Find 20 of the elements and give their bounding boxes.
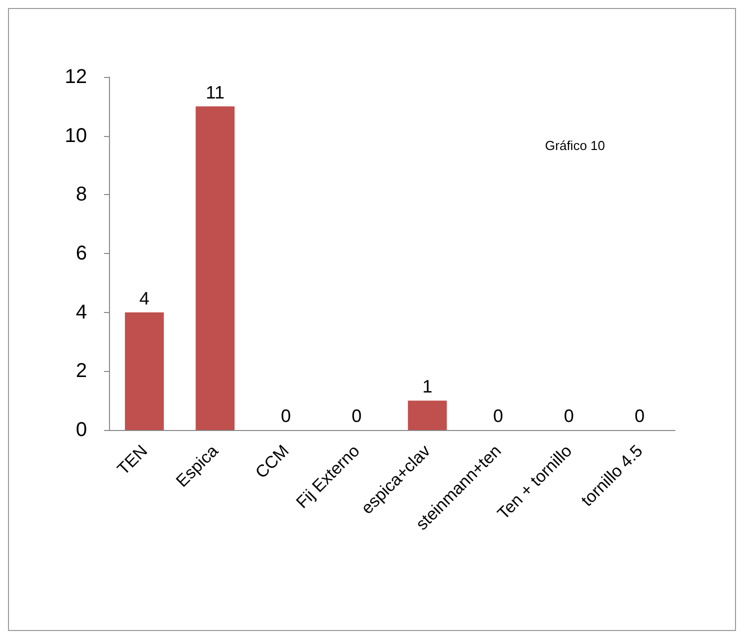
y-tick-label: 4 (76, 301, 87, 324)
y-tick-label: 10 (64, 124, 87, 147)
x-tick-label: TEN (114, 441, 152, 479)
bar (124, 312, 164, 430)
data-label: 4 (139, 288, 150, 308)
y-tick-label: 0 (76, 419, 87, 441)
y-tick-label: 2 (76, 360, 87, 382)
data-label: 0 (493, 406, 504, 426)
data-label: 0 (564, 406, 574, 426)
data-label: 0 (634, 406, 645, 426)
y-tick-label: 6 (76, 242, 87, 264)
bar (408, 400, 447, 430)
annotation: Gráfico 10 (545, 138, 606, 153)
y-tick-label: 8 (76, 184, 87, 206)
data-label: 0 (280, 406, 291, 426)
y-tick-label: 12 (64, 66, 87, 88)
data-label: 1 (422, 376, 432, 397)
bar (196, 106, 235, 430)
data-label: 11 (206, 82, 224, 102)
data-label: 0 (352, 406, 362, 426)
